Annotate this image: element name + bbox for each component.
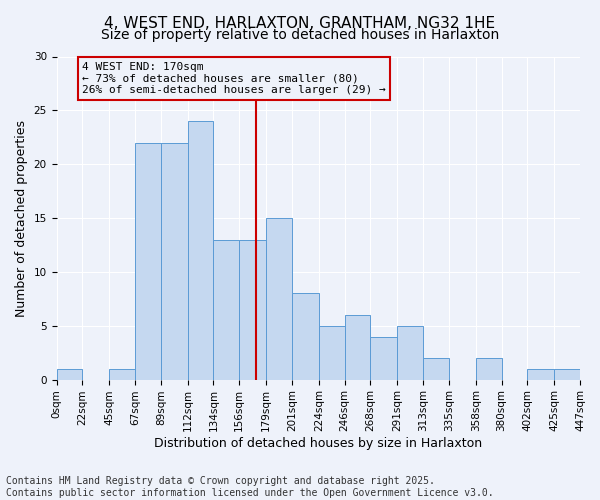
Bar <box>214 240 239 380</box>
Text: Contains HM Land Registry data © Crown copyright and database right 2025.
Contai: Contains HM Land Registry data © Crown c… <box>6 476 494 498</box>
Bar <box>370 336 397 380</box>
Bar <box>527 369 554 380</box>
Bar <box>344 315 370 380</box>
Bar <box>554 369 580 380</box>
Bar <box>292 294 319 380</box>
Bar <box>397 326 423 380</box>
Text: 4, WEST END, HARLAXTON, GRANTHAM, NG32 1HE: 4, WEST END, HARLAXTON, GRANTHAM, NG32 1… <box>104 16 496 31</box>
Bar <box>188 121 214 380</box>
Bar <box>423 358 449 380</box>
Bar <box>319 326 344 380</box>
Text: 4 WEST END: 170sqm
← 73% of detached houses are smaller (80)
26% of semi-detache: 4 WEST END: 170sqm ← 73% of detached hou… <box>82 62 386 95</box>
Y-axis label: Number of detached properties: Number of detached properties <box>15 120 28 316</box>
Bar <box>266 218 292 380</box>
Bar <box>109 369 135 380</box>
Bar <box>135 142 161 380</box>
Bar <box>56 369 82 380</box>
Bar <box>239 240 266 380</box>
Bar <box>161 142 188 380</box>
Bar <box>476 358 502 380</box>
Text: Size of property relative to detached houses in Harlaxton: Size of property relative to detached ho… <box>101 28 499 42</box>
X-axis label: Distribution of detached houses by size in Harlaxton: Distribution of detached houses by size … <box>154 437 482 450</box>
